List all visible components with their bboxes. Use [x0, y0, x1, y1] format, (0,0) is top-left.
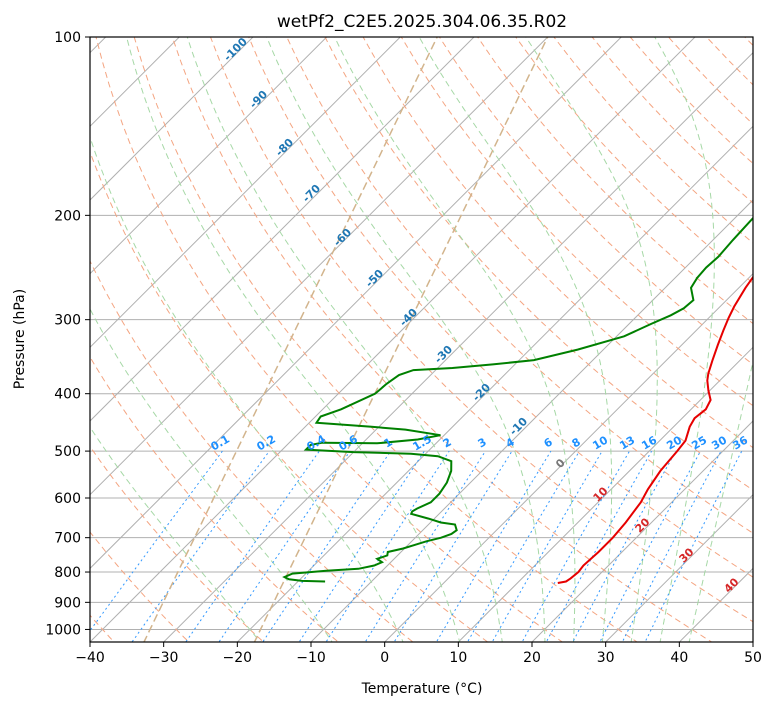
- dry-adiabat: [363, 37, 775, 654]
- dry-adiabat: [172, 37, 731, 654]
- mixing-ratio-line: [540, 451, 652, 654]
- y-tick-label: 1000: [45, 622, 81, 638]
- y-tick-label: 600: [54, 491, 81, 507]
- isotherm-gridline: [0, 24, 340, 654]
- mixing-ratio-label: 1.5: [411, 432, 434, 453]
- isotherm-gridline: [0, 24, 487, 654]
- mixing-ratio-label: 0.6: [337, 432, 361, 453]
- temperature-line: [558, 37, 775, 583]
- moist-adiabat: [64, 37, 408, 654]
- dry-adiabat-label: 40: [722, 575, 742, 595]
- moist-adiabat: [0, 37, 270, 654]
- y-tick-label: 500: [54, 444, 81, 460]
- y-axis-label: Pressure (hPa): [12, 289, 28, 389]
- isotherm-gridline: [0, 24, 193, 654]
- mixing-ratio-line: [124, 451, 270, 654]
- x-tick-label: 0: [380, 650, 389, 666]
- wet-bulb-label: -30: [432, 343, 455, 366]
- mixing-ratio-label: 0.1: [209, 432, 232, 453]
- mixing-ratio-line: [387, 451, 512, 654]
- wet-bulb-label: -70: [300, 182, 323, 205]
- mixing-ratio-label: 20: [664, 433, 684, 452]
- moist-adiabat: [687, 37, 775, 654]
- isotherm-gridline: [741, 24, 775, 654]
- x-tick-label: 30: [597, 650, 615, 666]
- frost-curve: [249, 37, 548, 654]
- mixing-ratio-label: 13: [617, 434, 637, 453]
- dry-adiabat: [287, 37, 775, 654]
- x-tick-label: −10: [296, 650, 326, 666]
- background-lines: [0, 24, 775, 654]
- dry-adiabat: [249, 37, 775, 654]
- wet-bulb-label: -10: [507, 415, 530, 438]
- x-axis-label: Temperature (°C): [361, 681, 483, 697]
- dry-adiabat-label: 20: [633, 515, 653, 535]
- mixing-ratio-label: 25: [689, 434, 709, 453]
- wet-bulb-label: -20: [470, 381, 493, 404]
- y-tick-label: 200: [54, 208, 81, 224]
- dry-adiabat: [96, 37, 580, 654]
- x-tick-label: −30: [149, 650, 179, 666]
- isotherm-gridline: [520, 24, 775, 654]
- mixing-ratio-label: 3: [476, 435, 489, 450]
- wet-bulb-label: -60: [331, 226, 354, 249]
- mixing-ratio-label: 30: [709, 433, 729, 452]
- mixing-ratio-line: [255, 451, 391, 654]
- dry-adiabat: [516, 37, 775, 654]
- dry-adiabat: [0, 37, 277, 654]
- y-tick-label: 400: [54, 387, 81, 403]
- dry-adiabat: [134, 37, 655, 654]
- wet-bulb-label: -80: [273, 136, 296, 159]
- wet-bulb-label: -100: [221, 35, 250, 64]
- dry-adiabat-label: 30: [677, 545, 697, 565]
- mixing-ratio-line: [73, 451, 222, 654]
- mixing-ratio-label: 6: [542, 435, 555, 450]
- moist-adiabat: [5, 37, 340, 654]
- isotherm-gridline: [299, 24, 775, 654]
- x-tick-label: −40: [75, 650, 105, 666]
- y-tick-label: 800: [54, 565, 81, 581]
- x-tick-label: 50: [744, 650, 762, 666]
- chart-title: wetPf2_C2E5.2025.304.06.35.R02: [277, 12, 567, 32]
- mixing-ratio-line: [292, 451, 425, 654]
- mixing-ratio-line: [617, 451, 722, 654]
- frost-curve: [138, 37, 437, 654]
- mixing-ratio-line: [461, 451, 580, 654]
- isotherm-gridline: [0, 24, 561, 654]
- mixing-ratio-label: 0.2: [255, 432, 278, 453]
- isotherm-label: 0: [553, 456, 568, 471]
- dry-adiabat-label: 10: [591, 484, 611, 504]
- x-tick-label: 10: [449, 650, 467, 666]
- y-tick-label: 300: [54, 313, 81, 329]
- dry-adiabat: [211, 37, 775, 654]
- moist-adiabat: [127, 37, 463, 654]
- mixing-ratio-label: 16: [639, 433, 659, 452]
- wet-bulb-label: -40: [397, 306, 420, 329]
- y-tick-label: 100: [54, 30, 81, 46]
- dry-adiabat: [0, 37, 352, 654]
- y-tick-label: 900: [54, 595, 81, 611]
- wet-bulb-label: -90: [247, 88, 270, 111]
- x-tick-label: −20: [223, 650, 253, 666]
- x-tick-label: 40: [670, 650, 688, 666]
- mixing-ratio-label: 10: [590, 433, 610, 452]
- isotherm-gridline: [0, 24, 414, 654]
- y-tick-label: 700: [54, 531, 81, 547]
- isotherm-gridline: [373, 24, 775, 654]
- mixing-ratio-label: 36: [730, 433, 750, 452]
- mixing-ratio-label: 2: [441, 435, 454, 450]
- wet-bulb-label: -50: [363, 267, 386, 290]
- dry-adiabat: [478, 37, 775, 654]
- mixing-ratio-label: 8: [570, 435, 583, 450]
- x-tick-label: 20: [523, 650, 541, 666]
